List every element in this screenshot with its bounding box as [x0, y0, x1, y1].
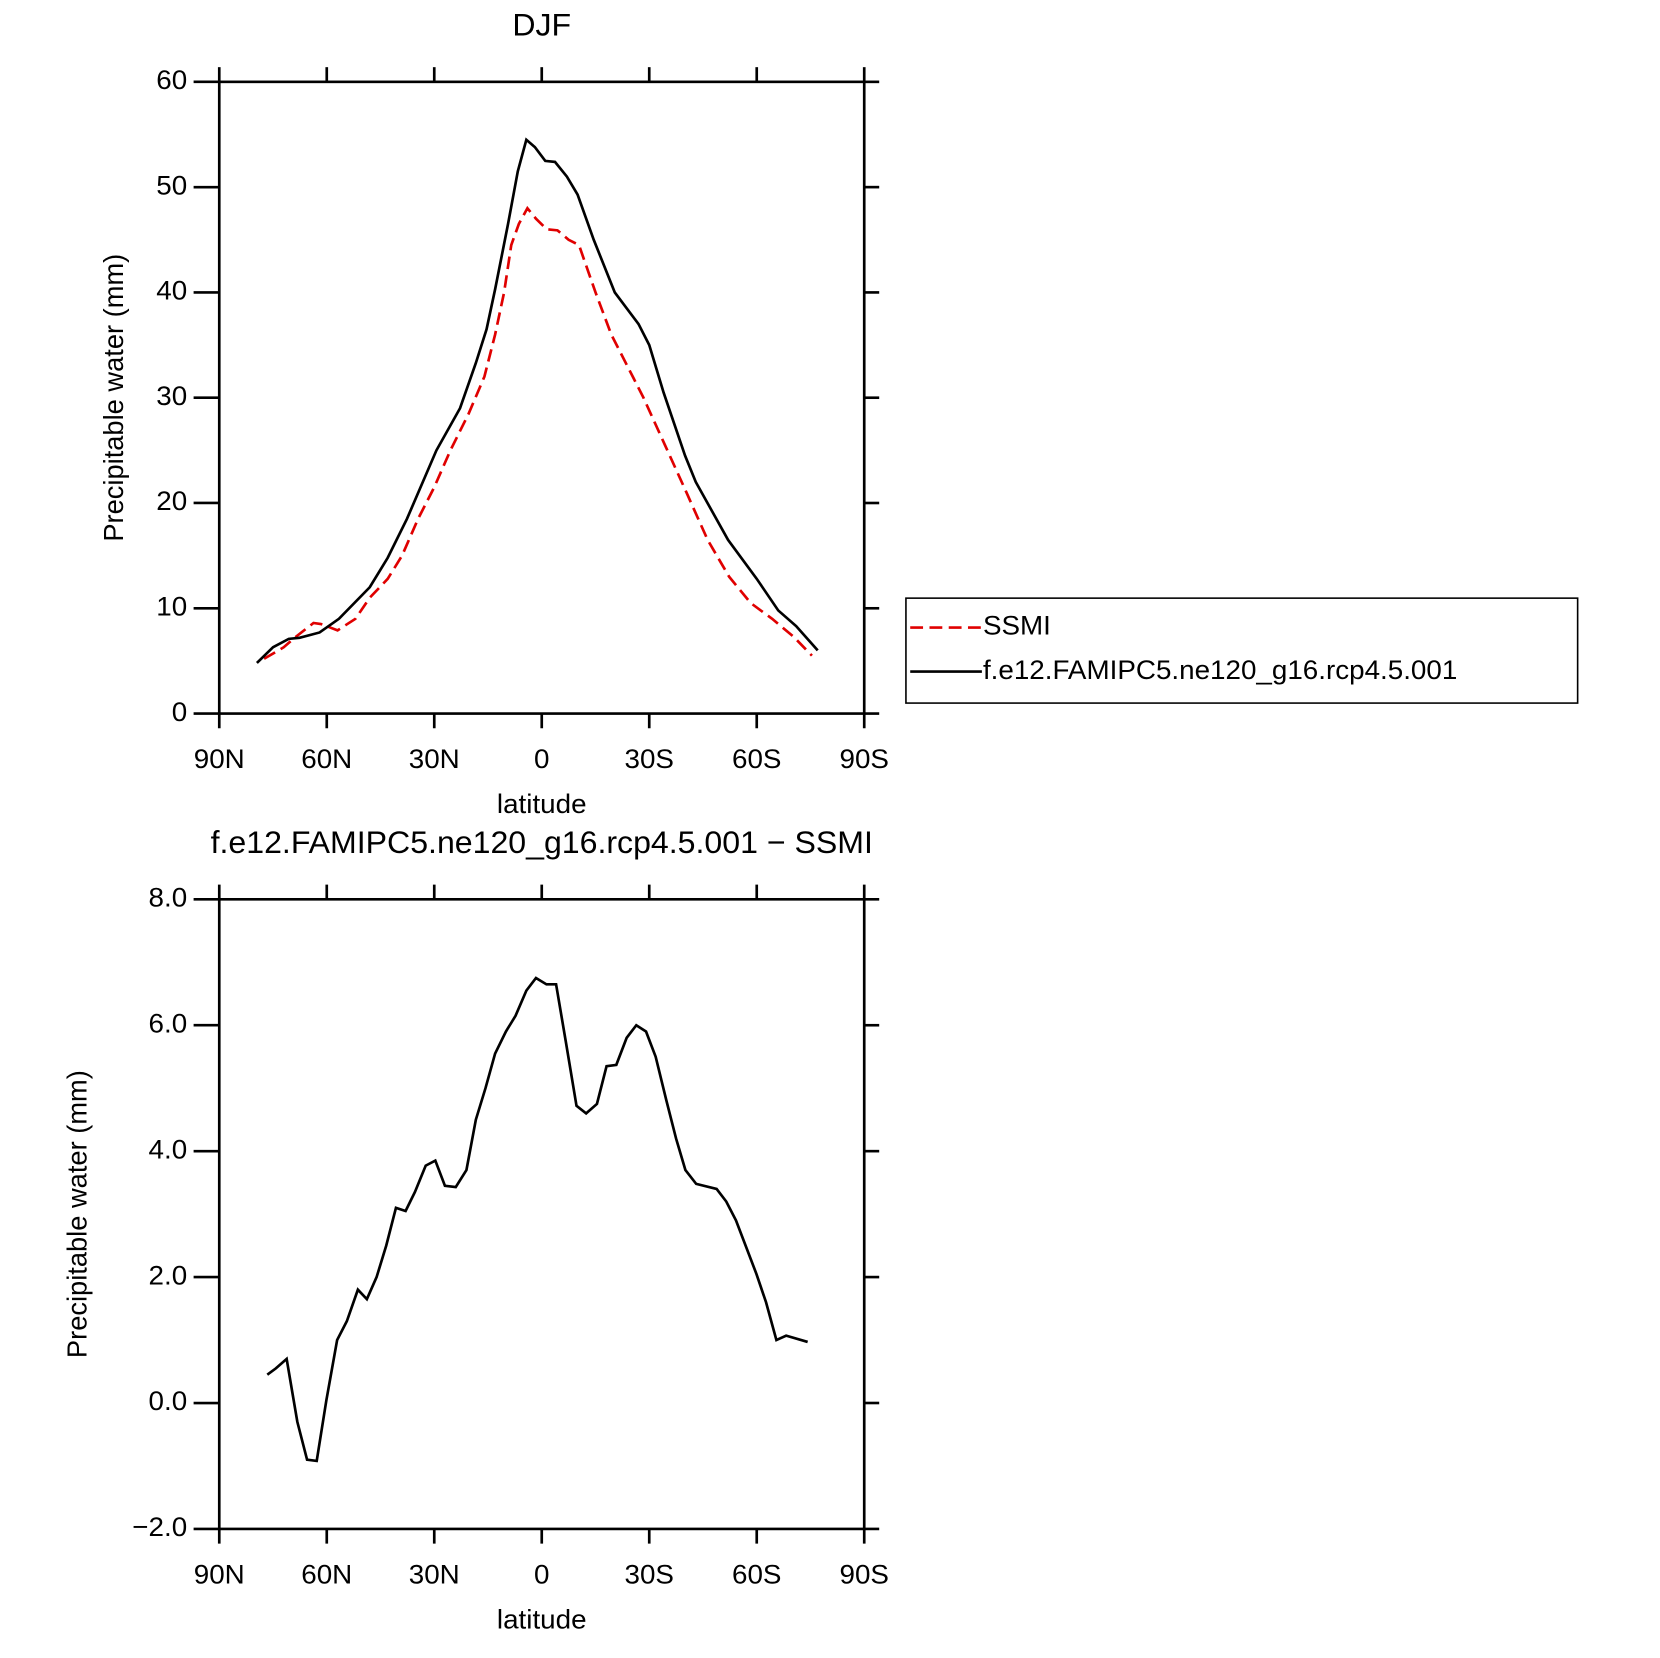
y-tick-label: 2.0: [149, 1260, 188, 1291]
x-tick-label: 90S: [839, 743, 888, 774]
y-tick-label: −2.0: [132, 1511, 187, 1542]
plot-frame: [217, 80, 866, 715]
y-tick-label: 0.0: [149, 1385, 188, 1416]
x-tick-label: 30S: [625, 743, 674, 774]
y-tick-label: 8.0: [149, 882, 188, 913]
x-tick-label: 30N: [409, 1559, 460, 1590]
y-axis-label: Precipitable water (mm): [98, 254, 129, 542]
legend-label: f.e12.FAMIPC5.ne120_g16.rcp4.5.001: [983, 654, 1457, 685]
chart-title: DJF: [512, 7, 571, 43]
legend-label: SSMI: [983, 610, 1051, 641]
y-tick-label: 10: [156, 591, 187, 622]
x-tick-label: 90N: [194, 743, 245, 774]
legend-box: [905, 597, 1579, 704]
x-tick-label: 90N: [194, 1559, 245, 1590]
y-tick-label: 20: [156, 485, 187, 516]
plot-frame: [217, 897, 866, 1531]
data-line: [266, 976, 809, 1463]
data-line: [263, 205, 813, 660]
chart-title: f.e12.FAMIPC5.ne120_g16.rcp4.5.001 − SSM…: [211, 824, 873, 860]
x-tick-label: 0: [534, 743, 549, 774]
x-axis-label: latitude: [497, 788, 587, 819]
y-tick-label: 60: [156, 64, 187, 95]
x-tick-label: 60N: [301, 743, 352, 774]
y-tick-label: 4.0: [149, 1134, 188, 1165]
x-tick-label: 90S: [839, 1559, 888, 1590]
x-axis-label: latitude: [497, 1604, 587, 1635]
y-axis-label: Precipitable water (mm): [61, 1070, 92, 1358]
y-tick-label: 50: [156, 170, 187, 201]
y-tick-label: 40: [156, 275, 187, 306]
x-tick-label: 30S: [625, 1559, 674, 1590]
x-tick-label: 60S: [732, 1559, 781, 1590]
x-tick-label: 30N: [409, 743, 460, 774]
x-tick-label: 60N: [301, 1559, 352, 1590]
data-line: [255, 137, 819, 664]
x-tick-label: 60S: [732, 743, 781, 774]
y-tick-label: 0: [172, 696, 187, 727]
y-tick-label: 6.0: [149, 1008, 188, 1039]
y-tick-label: 30: [156, 380, 187, 411]
x-tick-label: 0: [534, 1559, 549, 1590]
